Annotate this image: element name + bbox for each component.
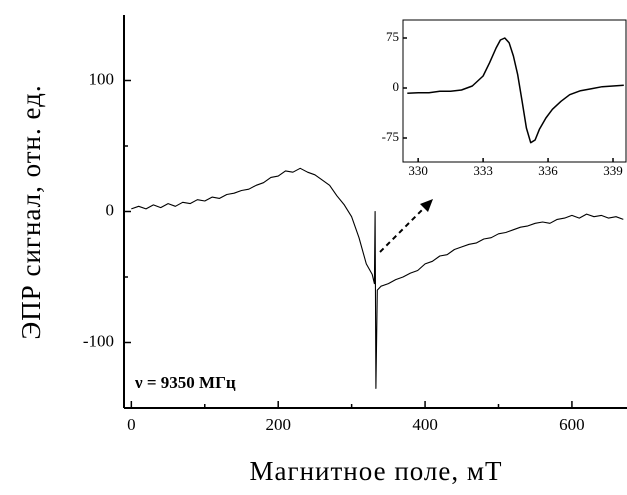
arrow — [379, 203, 429, 253]
x-tick-label: 330 — [408, 163, 428, 178]
x-tick-label: 339 — [603, 163, 623, 178]
y-axis-title: ЭПР сигнал, отн. ед. — [16, 84, 46, 339]
x-tick-label: 200 — [265, 415, 291, 434]
x-tick-label: 336 — [538, 163, 558, 178]
y-tick-label: 0 — [393, 79, 400, 94]
annotation: ν = 9350 МГц — [134, 373, 236, 392]
y-tick-label: -75 — [382, 129, 399, 144]
x-tick-label: 0 — [127, 415, 136, 434]
y-tick-label: 75 — [386, 29, 399, 44]
data-line — [131, 167, 624, 389]
y-tick-label: 100 — [89, 69, 115, 88]
arrow-head — [420, 199, 433, 212]
x-tick-label: 333 — [473, 163, 493, 178]
y-tick-label: -100 — [83, 331, 114, 350]
y-tick-label: 0 — [106, 200, 115, 219]
x-tick-label: 600 — [559, 415, 585, 434]
data-line — [407, 37, 624, 144]
x-tick-label: 400 — [412, 415, 438, 434]
x-axis-title: Магнитное поле, мТ — [250, 456, 503, 486]
